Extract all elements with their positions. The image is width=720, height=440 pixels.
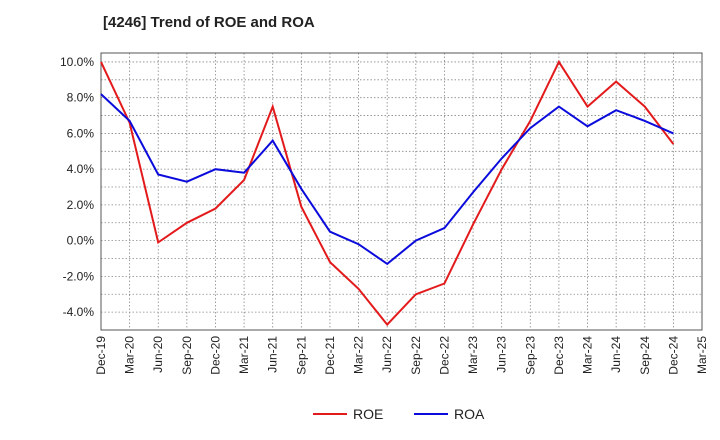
- x-tick-label: Mar-23: [466, 336, 480, 374]
- x-tick-label: Dec-21: [323, 336, 337, 375]
- x-tick-label: Sep-22: [409, 336, 423, 375]
- series-lines: [100, 59, 675, 327]
- y-tick-label: -2.0%: [63, 269, 95, 283]
- y-tick-label: 0.0%: [67, 234, 95, 248]
- chart-title: [4246] Trend of ROE and ROA: [103, 14, 315, 31]
- x-axis: Dec-19 Mar-20 Jun-20 Sep-20 Dec-20 Mar-21 Jun-…: [94, 336, 709, 375]
- x-tick-label: Dec-23: [552, 336, 566, 375]
- x-tick-label: Jun-21: [266, 336, 280, 373]
- x-tick-label: Dec-20: [208, 336, 222, 375]
- series-line-roe: [100, 59, 675, 327]
- x-tick-label: Dec-24: [666, 336, 680, 375]
- y-tick-label: 2.0%: [67, 198, 95, 212]
- y-tick-label: 6.0%: [67, 126, 95, 140]
- x-tick-label: Jun-24: [609, 336, 623, 373]
- legend-label-roe: ROE: [353, 406, 383, 422]
- legend: ROE ROA: [313, 406, 485, 422]
- legend-label-roa: ROA: [454, 406, 485, 422]
- x-tick-label: Jun-23: [495, 336, 509, 373]
- x-tick-label: Sep-24: [638, 336, 652, 375]
- series-line-roa: [100, 93, 674, 266]
- x-tick-label: Sep-21: [294, 336, 308, 375]
- x-tick-label: Jun-22: [380, 336, 394, 373]
- y-tick-label: -4.0%: [63, 305, 95, 319]
- y-tick-label: 10.0%: [60, 55, 94, 69]
- x-tick-label: Sep-20: [180, 336, 194, 375]
- x-tick-label: Sep-23: [523, 336, 537, 375]
- y-tick-label: 8.0%: [67, 91, 95, 105]
- x-tick-label: Dec-19: [94, 336, 108, 375]
- x-tick-label: Mar-24: [581, 336, 595, 374]
- plot-area: [100, 52, 703, 331]
- x-tick-label: Mar-21: [237, 336, 251, 374]
- grid: [101, 53, 702, 331]
- x-tick-label: Mar-25: [695, 336, 709, 374]
- x-tick-label: Jun-20: [151, 336, 165, 373]
- x-tick-label: Mar-22: [352, 336, 366, 374]
- x-tick-label: Mar-20: [123, 336, 137, 374]
- x-tick-label: Dec-22: [437, 336, 451, 375]
- y-axis: 10.0% 8.0% 6.0% 4.0% 2.0% 0.0% -2.0% -4.0%: [60, 55, 94, 319]
- y-tick-label: 4.0%: [67, 162, 95, 176]
